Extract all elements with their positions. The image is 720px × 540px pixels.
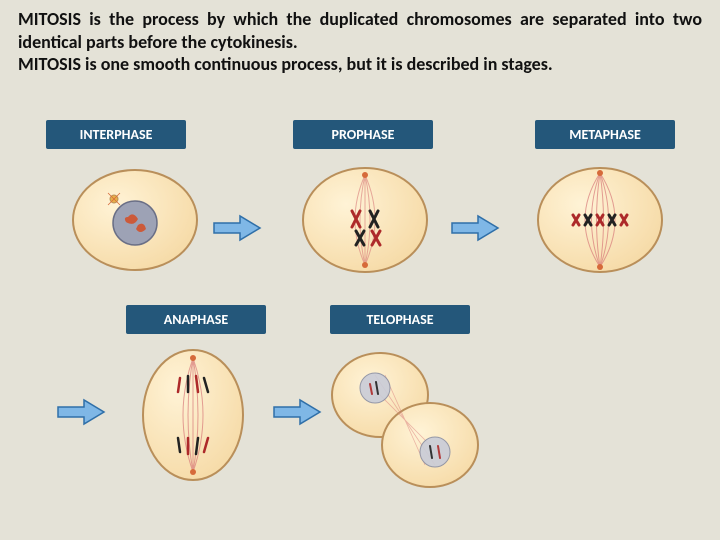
arrow-icon: [272, 398, 322, 426]
cell-metaphase: [525, 155, 675, 285]
cell-telophase: [320, 340, 470, 470]
intro-text: MITOSIS is the process by which the dupl…: [0, 0, 720, 80]
label-anaphase: ANAPHASE: [126, 305, 266, 334]
intro-line2: MITOSIS is one smooth continuous process…: [18, 53, 553, 75]
intro-line1: MITOSIS is the process by which the dupl…: [18, 8, 702, 53]
label-interphase: INTERPHASE: [46, 120, 186, 149]
label-prophase: PROPHASE: [293, 120, 433, 149]
cell-prophase: [290, 155, 440, 285]
arrow-icon: [450, 214, 500, 242]
label-metaphase: METAPHASE: [535, 120, 675, 149]
arrow-icon: [212, 214, 262, 242]
cell-anaphase: [118, 340, 268, 470]
cell-interphase: [60, 155, 210, 285]
label-telophase: TELOPHASE: [330, 305, 470, 334]
arrow-icon: [56, 398, 106, 426]
